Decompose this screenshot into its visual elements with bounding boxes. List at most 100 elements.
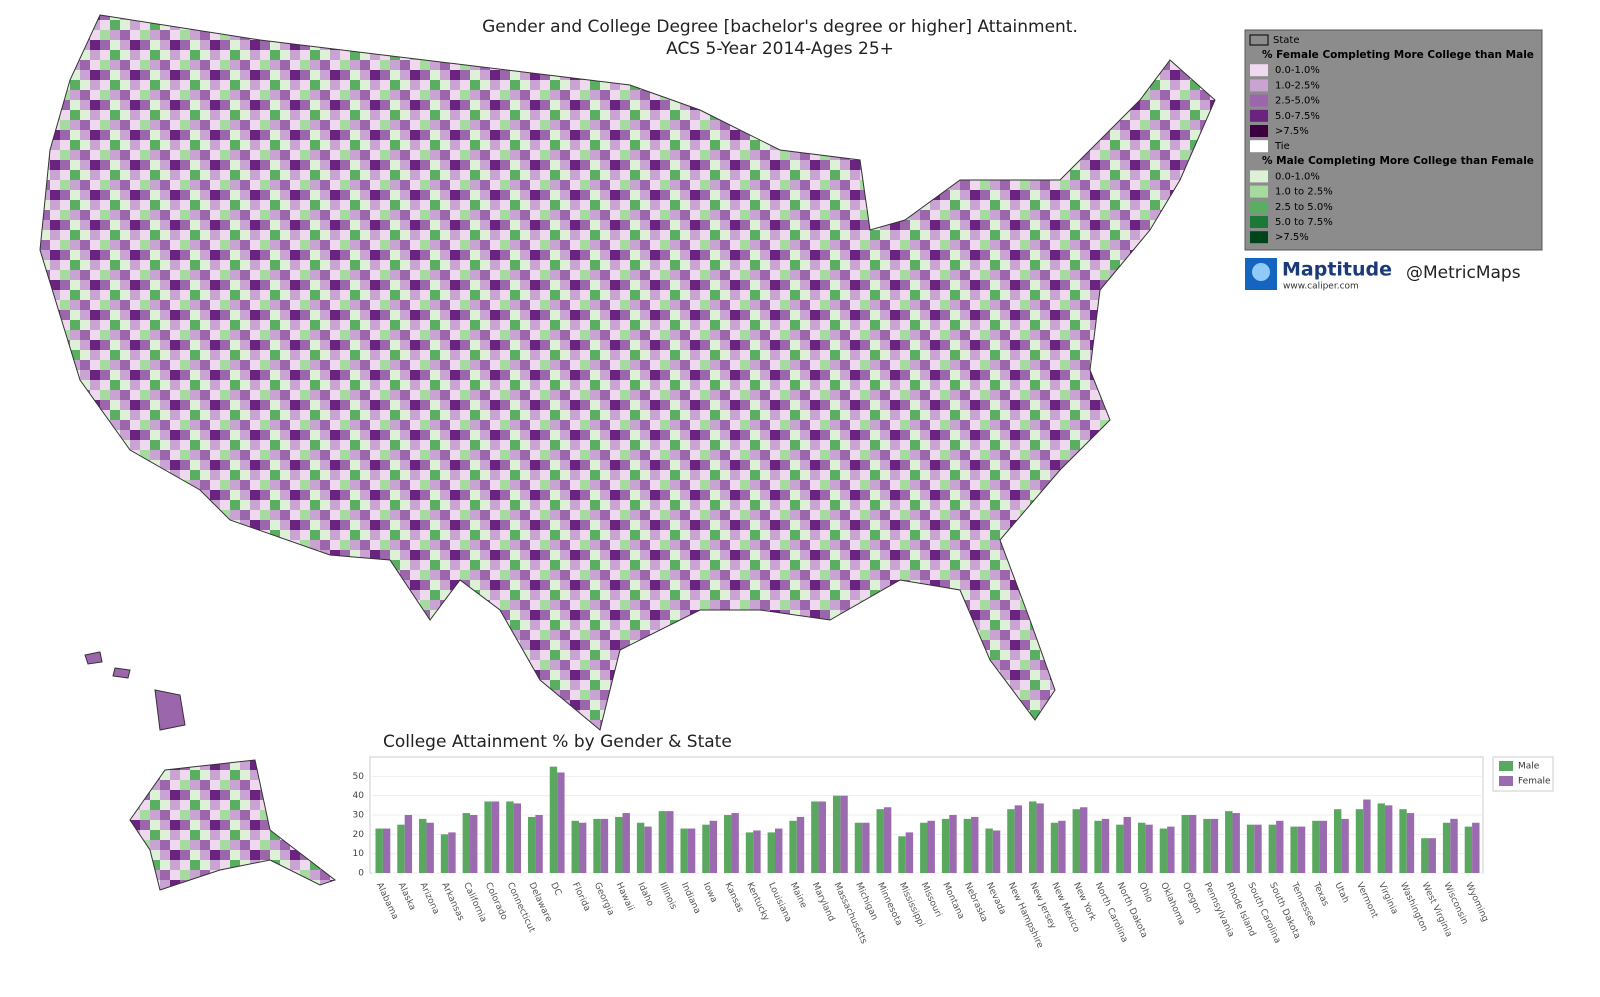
y-tick-label: 0: [358, 869, 364, 879]
bar: [1246, 824, 1255, 873]
bar: [796, 816, 805, 873]
bar: [484, 801, 492, 873]
bar: [593, 818, 601, 873]
bar: [775, 828, 783, 873]
bar: [1355, 809, 1364, 873]
bar: [404, 815, 413, 873]
bar: [1007, 809, 1015, 873]
map-title: Gender and College Degree [bachelor's de…: [482, 17, 1078, 37]
legend-box: [1244, 29, 1543, 251]
bar: [687, 828, 696, 873]
legend-swatch: [1250, 185, 1268, 198]
x-tick-label: Arkansas: [439, 881, 466, 923]
bar: [1225, 811, 1233, 873]
bar: [571, 820, 579, 873]
x-tick-label: Maine: [788, 881, 809, 910]
map-subtitle: ACS 5-Year 2014-Ages 25+: [666, 39, 894, 59]
bar: [1159, 828, 1168, 873]
y-tick-label: 50: [353, 772, 365, 782]
bar: [1050, 822, 1059, 873]
bar: [1123, 816, 1131, 873]
bar: [905, 832, 914, 873]
us-map: [39, 14, 1216, 731]
x-tick-label: Illinois: [657, 881, 678, 911]
x-tick-label: Montana: [940, 881, 966, 921]
bar: [854, 822, 863, 873]
bar: [1210, 818, 1219, 873]
legend-swatch: [1250, 125, 1268, 137]
bar: [397, 824, 405, 873]
bar: [666, 811, 674, 873]
legend-swatch: [1250, 79, 1268, 92]
bar: [818, 801, 826, 873]
legend-swatch: [1250, 200, 1268, 213]
legend-label: 1.0 to 2.5%: [1275, 187, 1333, 198]
x-tick-label: Ohio: [1136, 881, 1154, 905]
logo-text: Maptitude: [1282, 259, 1392, 281]
bar: [709, 820, 718, 873]
bar: [927, 820, 935, 873]
bar: [971, 816, 979, 873]
legend-label: 2.5-5.0%: [1275, 96, 1320, 107]
legend-swatch: [1499, 776, 1513, 786]
legend-heading: % Female Completing More College than Ma…: [1262, 49, 1534, 61]
x-tick-label: Alabama: [374, 881, 400, 921]
bar: [578, 822, 587, 873]
legend-swatch: [1250, 140, 1268, 153]
x-tick-label: Vermont: [1354, 881, 1379, 920]
x-tick-label: Georgia: [592, 881, 616, 917]
bar: [724, 815, 732, 873]
bar: [963, 818, 972, 873]
x-tick-label: Maryland: [810, 881, 837, 923]
logo-url: www.caliper.com: [1283, 282, 1359, 292]
legend-label: 5.0-7.5%: [1275, 111, 1320, 122]
bar: [1464, 826, 1473, 873]
bar: [1472, 822, 1480, 873]
bar: [1341, 818, 1349, 873]
bar: [1014, 805, 1023, 873]
y-tick-label: 40: [353, 791, 365, 801]
x-tick-label: Kansas: [722, 881, 745, 914]
handle: @MetricMaps: [1406, 263, 1521, 283]
bar: [1268, 824, 1277, 873]
bar: [636, 822, 645, 873]
x-tick-label: Missouri: [919, 881, 944, 919]
legend-swatch: [1250, 94, 1268, 107]
bar: [898, 836, 906, 873]
bar: [658, 811, 667, 873]
x-tick-label: Kentucky: [744, 881, 771, 923]
bar: [1188, 815, 1197, 873]
bar: [1203, 818, 1211, 873]
bar: [1442, 822, 1451, 873]
legend-label: 5.0 to 7.5%: [1275, 217, 1333, 228]
bar: [1406, 813, 1415, 873]
bar: [876, 809, 884, 873]
x-tick-label: Oregon: [1180, 881, 1203, 915]
bar: [949, 815, 957, 873]
legend-label: 2.5 to 5.0%: [1275, 202, 1333, 213]
x-tick-label: Iowa: [701, 881, 719, 904]
bar: [491, 801, 500, 873]
bar: [1312, 820, 1320, 873]
bar: [1297, 826, 1306, 873]
bar: [1384, 805, 1393, 873]
bar: [1290, 826, 1298, 873]
x-tick-label: Texas: [1310, 880, 1330, 908]
bar: [622, 813, 630, 873]
bar: [527, 816, 536, 873]
legend-label: >7.5%: [1275, 126, 1309, 137]
bar: [1181, 815, 1189, 873]
x-tick-label: Arizona: [417, 881, 440, 916]
legend-label: 1.0-2.5%: [1275, 80, 1320, 91]
legend-swatch: [1250, 64, 1268, 77]
legend-label: 0.0-1.0%: [1275, 171, 1320, 182]
x-tick-label: Florida: [570, 881, 592, 913]
bar: [1333, 809, 1342, 873]
bar: [1363, 799, 1371, 873]
bar: [1319, 820, 1328, 873]
x-tick-label: Hawaii: [614, 881, 636, 913]
bar: [448, 832, 456, 873]
bar: [1421, 838, 1429, 873]
y-tick-label: 30: [353, 811, 365, 821]
